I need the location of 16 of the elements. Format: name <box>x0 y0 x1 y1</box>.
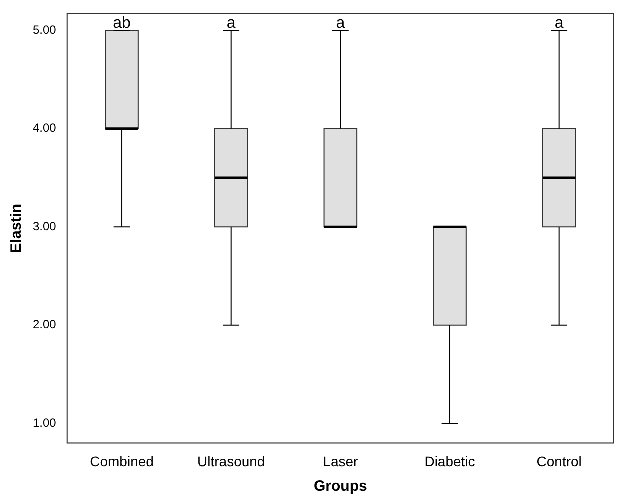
x-tick-label: Ultrasound <box>197 453 266 470</box>
y-tick-label: 2.00 <box>32 318 57 332</box>
y-tick-label: 5.00 <box>32 23 57 38</box>
x-axis-title: Groups <box>314 478 368 496</box>
y-tick-label: 4.00 <box>32 121 57 136</box>
y-tick-label: 3.00 <box>32 219 57 234</box>
annotation: ab <box>113 15 132 32</box>
x-tick-label: Laser <box>323 453 359 470</box>
x-tick-label: Diabetic <box>424 453 476 470</box>
annotation: a <box>554 15 564 32</box>
y-axis-title: Elastin <box>8 204 26 254</box>
annotation: a <box>336 15 346 32</box>
annotation: a <box>226 15 236 32</box>
y-tick-label: 1.00 <box>32 416 57 430</box>
x-tick-label: Combined <box>90 453 154 470</box>
x-tick-label: Control <box>536 453 582 470</box>
